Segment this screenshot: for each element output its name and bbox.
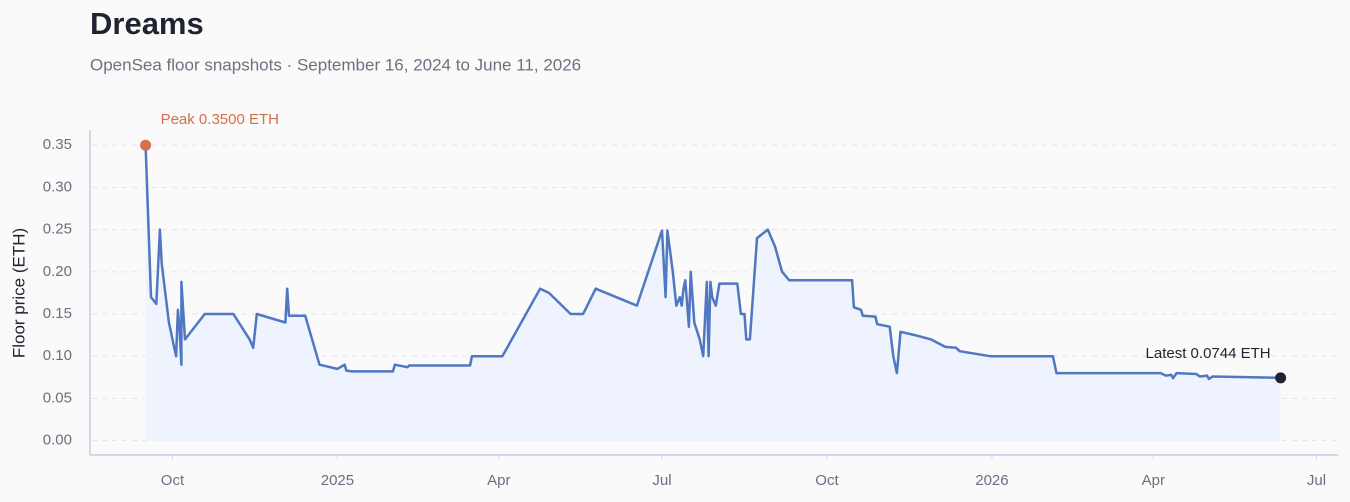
- x-tick-label: Apr: [487, 472, 510, 489]
- chart-title: Dreams: [90, 6, 204, 41]
- x-tick-label: Oct: [815, 472, 839, 489]
- y-axis-label: Floor price (ETH): [9, 228, 28, 358]
- y-tick-label: 0.35: [43, 136, 72, 153]
- y-tick-label: 0.30: [43, 178, 72, 195]
- y-tick-label: 0.10: [43, 347, 72, 364]
- y-tick-label: 0.25: [43, 221, 72, 238]
- x-tick-label: Apr: [1142, 472, 1165, 489]
- peak-marker: [140, 139, 152, 151]
- x-tick-label: 2026: [975, 472, 1008, 489]
- y-tick-label: 0.05: [43, 389, 72, 406]
- x-tick-label: Jul: [1307, 472, 1326, 489]
- y-tick-label: 0.00: [43, 432, 72, 449]
- chart-subtitle: OpenSea floor snapshots · September 16, …: [90, 55, 581, 74]
- peak-annotation: Peak 0.3500 ETH: [161, 111, 279, 128]
- x-tick-label: Jul: [652, 472, 671, 489]
- latest-annotation: Latest 0.0744 ETH: [1146, 345, 1271, 362]
- y-tick-label: 0.20: [43, 263, 72, 280]
- y-tick-label: 0.15: [43, 305, 72, 322]
- latest-marker: [1275, 372, 1287, 384]
- x-tick-label: 2025: [321, 472, 354, 489]
- x-tick-label: Oct: [161, 472, 185, 489]
- line: [144, 145, 1281, 381]
- plot: Peak 0.3500 ETH Latest 0.0744 ETH: [140, 111, 1287, 441]
- area: [145, 145, 1281, 441]
